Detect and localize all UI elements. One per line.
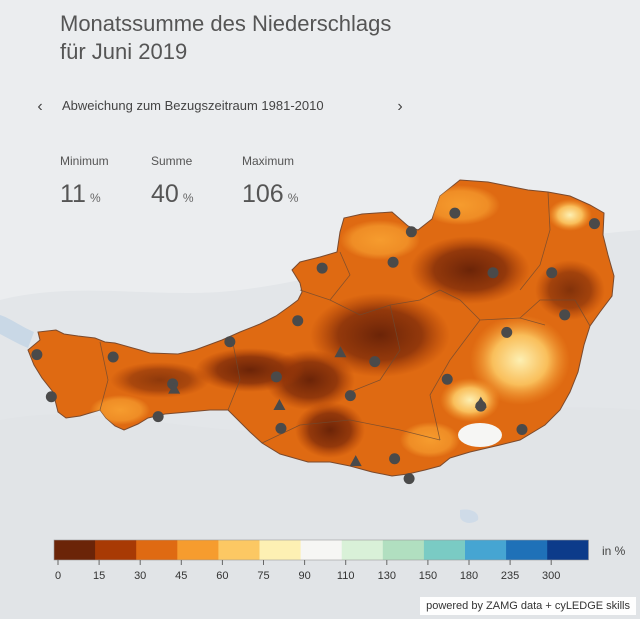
station-marker[interactable] — [389, 453, 401, 465]
page-title: Monatssumme des Niederschlags für Juni 2… — [60, 10, 391, 66]
station-marker[interactable] — [546, 267, 558, 279]
stat-number: 106 — [242, 180, 284, 208]
station-marker[interactable] — [516, 424, 528, 436]
stat-value: 40% — [151, 180, 193, 209]
title-line-1: Monatssumme des Niederschlags — [60, 11, 392, 36]
station-marker[interactable] — [275, 422, 287, 434]
stat-number: 11 — [60, 180, 86, 208]
station-triangle-marker[interactable] — [273, 398, 286, 410]
stat-summe: Summe 40% — [151, 154, 193, 209]
attribution: powered by ZAMG data + cyLEDGE skills — [420, 597, 636, 615]
station-marker[interactable] — [387, 256, 399, 268]
station-marker[interactable] — [441, 373, 453, 385]
stat-label: Minimum — [60, 154, 109, 168]
station-marker[interactable] — [588, 218, 600, 230]
station-marker[interactable] — [31, 349, 43, 361]
attribution-cyledge[interactable]: cyLEDGE skills — [554, 600, 630, 612]
title-line-2: für Juni 2019 — [60, 39, 188, 64]
attribution-plus: + — [542, 600, 555, 612]
station-marker[interactable] — [152, 411, 164, 423]
station-marker[interactable] — [405, 226, 417, 238]
station-marker[interactable] — [270, 371, 282, 383]
station-marker[interactable] — [316, 262, 328, 274]
legend-unit: in % — [602, 544, 626, 558]
stat-maximum: Maximum 106% — [242, 154, 298, 209]
station-marker[interactable] — [45, 391, 57, 403]
station-marker[interactable] — [292, 315, 304, 327]
stat-label: Maximum — [242, 154, 295, 168]
station-marker[interactable] — [487, 267, 499, 279]
station-triangle-marker[interactable] — [168, 382, 181, 394]
station-marker[interactable] — [501, 326, 513, 338]
station-marker[interactable] — [449, 207, 461, 219]
stat-unit: % — [287, 191, 299, 205]
chevron-left-icon[interactable]: ‹ — [37, 98, 43, 115]
stat-value: 11% — [60, 180, 109, 209]
stat-label: Summe — [151, 154, 193, 168]
stat-unit: % — [182, 191, 194, 205]
station-marker[interactable] — [369, 356, 381, 368]
period-subtitle: Abweichung zum Bezugszeitraum 1981-2010 — [62, 98, 324, 113]
attribution-powered: powered by — [426, 600, 487, 612]
station-marker[interactable] — [107, 351, 119, 363]
attribution-zamg[interactable]: ZAMG data — [486, 600, 543, 612]
station-marker[interactable] — [559, 309, 571, 321]
station-marker[interactable] — [403, 473, 415, 485]
station-marker[interactable] — [344, 390, 356, 402]
stat-value: 106% — [242, 180, 298, 209]
stat-number: 40 — [151, 180, 179, 208]
station-triangle-marker[interactable] — [349, 455, 362, 467]
period-navigator: ‹ Abweichung zum Bezugszeitraum 1981-201… — [30, 96, 420, 118]
chevron-right-icon[interactable]: › — [397, 98, 403, 115]
station-triangle-marker[interactable] — [474, 396, 487, 408]
station-triangle-marker[interactable] — [334, 346, 347, 358]
stat-minimum: Minimum 11% — [60, 154, 109, 209]
stat-unit: % — [89, 191, 101, 205]
station-marker[interactable] — [224, 336, 236, 348]
